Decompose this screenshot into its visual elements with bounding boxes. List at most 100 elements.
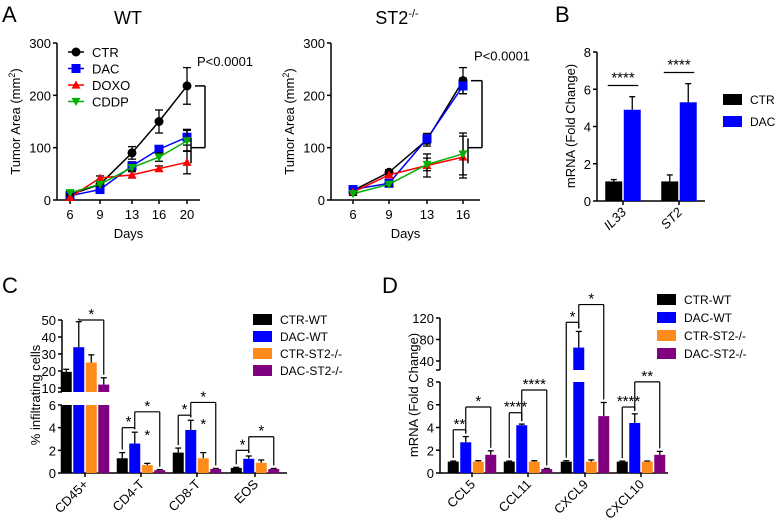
marker-square: [95, 185, 105, 195]
marker-triangle-down: [458, 150, 468, 159]
legend-swatch: [657, 330, 676, 341]
bar: [154, 470, 166, 473]
series-line: [352, 156, 464, 193]
y-tick-label: 2: [49, 443, 56, 458]
significance-stars: ****: [523, 376, 547, 393]
y-axis-label: % infiltrating cells: [28, 344, 43, 445]
y-tick-label: 20: [42, 364, 56, 379]
bar-upper-segment: [98, 384, 110, 392]
legend-label: DAC-WT: [684, 311, 733, 325]
bar: [255, 462, 267, 473]
y-axis-label: mRNA (Fold Change): [563, 64, 578, 188]
x-axis-label: Days: [114, 226, 144, 241]
marker-triangle-down: [422, 160, 432, 169]
legend-swatch: [657, 348, 676, 359]
marker-triangle-down: [127, 163, 137, 173]
y-tick-label: 0: [584, 194, 591, 209]
y-axis-label: mRNA (Fold Change): [406, 333, 421, 457]
legend-swatch: [723, 116, 742, 127]
x-tick-label: CD4-T: [109, 476, 147, 514]
bar: [560, 461, 572, 473]
series-ctr-st2-/-: [472, 459, 653, 473]
p-value-annotation: P<0.0001: [474, 49, 530, 64]
significance-stars: ****: [617, 393, 641, 410]
series-cddp: [348, 132, 468, 199]
marker-circle: [71, 47, 81, 57]
legend-swatch: [253, 331, 272, 342]
marker-triangle-down: [348, 190, 358, 199]
bar: [654, 454, 666, 473]
x-tick-label: CD8-T: [165, 476, 203, 514]
bar-lower-segment: [73, 405, 85, 473]
legend-label: CTR: [750, 93, 775, 107]
bar: [661, 181, 679, 201]
marker-triangle-up: [384, 170, 394, 179]
significance-stars: *: [475, 393, 481, 410]
legend-label: DAC-ST2-/-: [684, 347, 747, 361]
series-cddp: [65, 129, 192, 198]
marker-square: [422, 134, 432, 144]
y-tick-label: 200: [29, 88, 51, 103]
series-line: [352, 153, 464, 195]
y-tick-label: 40: [420, 354, 434, 369]
bar: [623, 109, 641, 201]
marker-square: [154, 144, 164, 154]
y-tick-label: 10: [42, 381, 56, 396]
y-axis-label: Tumor Area (mm2): [281, 68, 297, 174]
y-tick-label: 2: [584, 157, 591, 172]
y-tick-label: 8: [584, 45, 591, 60]
bar: [616, 461, 628, 473]
bar: [197, 458, 209, 473]
bar: [485, 454, 497, 473]
bar: [210, 469, 222, 473]
legend-label: DOXO: [92, 78, 130, 93]
x-tick-label: 9: [96, 207, 103, 222]
bar: [230, 467, 242, 473]
x-tick-label: 16: [152, 207, 166, 222]
significance-stars: *: [126, 414, 132, 431]
bar: [185, 429, 197, 473]
y-tick-label: 40: [42, 330, 56, 345]
y-tick-label: 6: [584, 82, 591, 97]
chart-title: WT: [114, 8, 142, 28]
y-tick-label: 4: [49, 421, 56, 436]
y-tick-label: 300: [303, 36, 325, 51]
marker-square: [458, 81, 468, 91]
marker-triangle-up: [154, 164, 164, 173]
bar: [585, 461, 597, 473]
bar-lower-segment: [98, 405, 110, 473]
x-tick-label: 13: [420, 207, 434, 222]
marker-circle: [127, 148, 137, 158]
bar: [679, 102, 697, 201]
bar-lower-segment: [573, 382, 585, 473]
significance-stars: *: [240, 436, 246, 453]
marker-circle: [154, 117, 164, 126]
y-tick-label: 80: [420, 333, 434, 348]
series-line: [352, 85, 464, 191]
y-tick-label: 6: [49, 398, 56, 413]
x-tick-label: ST2: [658, 204, 686, 232]
y-tick-label: 120: [412, 311, 434, 326]
legend-label: CTR-ST2-/-: [280, 347, 342, 361]
y-tick-label: 4: [584, 120, 591, 135]
series-ctr: [605, 174, 679, 201]
bar: [528, 461, 540, 473]
marker-circle: [182, 81, 192, 91]
marker-triangle-down: [182, 137, 192, 146]
significance-stars: *: [144, 398, 150, 415]
x-tick-label: IL33: [601, 204, 630, 233]
bar: [503, 461, 515, 473]
panel-label-c: C: [2, 273, 18, 298]
bar: [447, 461, 459, 473]
bar-upper-segment: [73, 347, 85, 392]
significance-stars: ****: [504, 399, 528, 416]
y-tick-label: 300: [29, 36, 51, 51]
x-tick-label: 6: [349, 207, 356, 222]
y-tick-label: 50: [42, 313, 56, 328]
bar: [598, 416, 610, 473]
significance-stars: *: [200, 388, 206, 405]
bar: [172, 452, 184, 473]
legend-label: DAC: [92, 62, 119, 77]
x-tick-label: CXCL10: [602, 477, 647, 522]
